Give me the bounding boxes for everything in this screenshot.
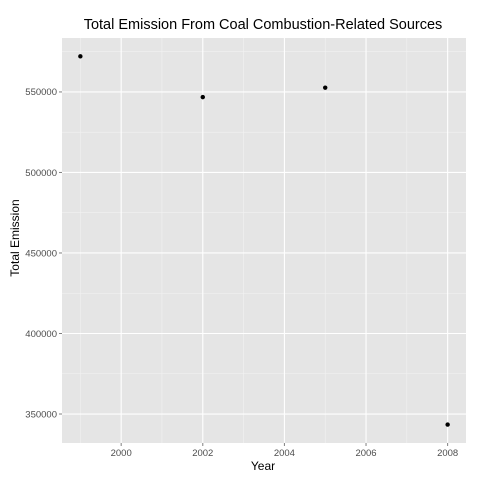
y-axis-title: Total Emission [8,199,22,276]
data-point [200,94,205,100]
x-tick-label: 2008 [437,448,458,459]
x-tick-label: 2002 [192,448,213,459]
y-tick-label: 350000 [25,409,57,420]
data-point [445,422,450,427]
x-tick-label: 2000 [111,448,132,459]
plot-panel [62,38,466,443]
data-point [323,85,328,90]
y-axis: 350000 400000 450000 500000 550000 [25,87,62,420]
data-points [78,54,450,427]
y-tick-label: 550000 [25,87,57,98]
x-tick-label: 2006 [355,448,376,459]
x-tick-label: 2004 [274,448,295,459]
y-tick-label: 500000 [25,168,57,179]
x-axis: 2000 2002 2004 2006 2008 [111,443,458,459]
x-axis-title: Year [251,459,275,473]
y-tick-label: 400000 [25,329,57,340]
y-tick-label: 450000 [25,248,57,259]
grid-lines [62,38,466,443]
panel-background [62,38,466,443]
chart-title: Total Emission From Coal Combustion-Rela… [84,17,443,33]
data-point [78,54,83,59]
